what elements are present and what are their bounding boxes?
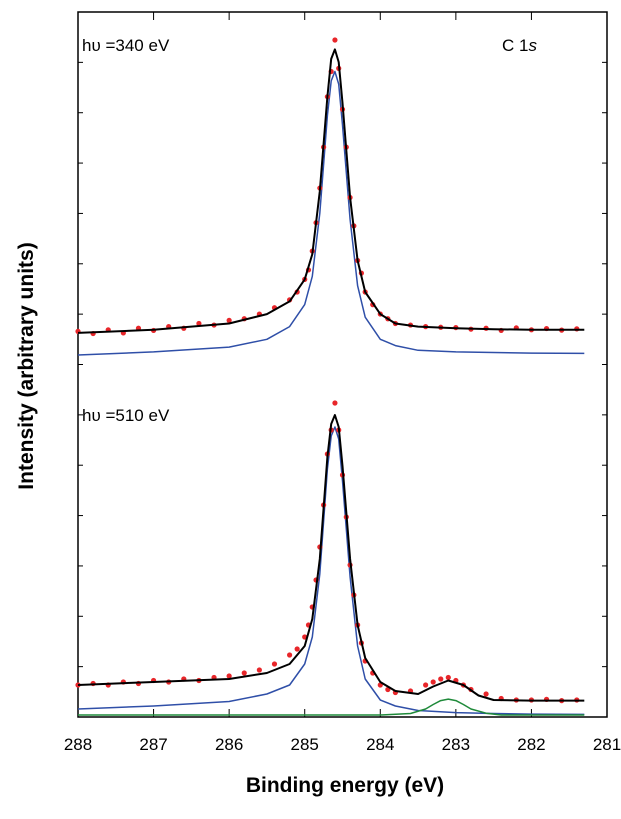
data-points [75, 400, 580, 704]
data-points [75, 37, 580, 337]
x-tick-label: 283 [442, 735, 470, 754]
y-axis-title: Intensity (arbitrary units) [15, 242, 38, 489]
x-tick-label: 286 [215, 735, 243, 754]
x-tick-label: 287 [139, 735, 167, 754]
component-line [77, 70, 585, 356]
fit-line [77, 414, 585, 702]
x-axis-title: Binding energy (eV) [246, 774, 444, 797]
data-point [271, 661, 278, 667]
spectrum-panel-1 [75, 37, 585, 356]
data-point [332, 37, 338, 43]
photon-energy-label-top: hυ =340 eV [82, 36, 170, 55]
x-tick-label: 288 [64, 735, 92, 754]
x-tick-label: 282 [517, 735, 545, 754]
component-line [78, 698, 585, 716]
photon-energy-label-bottom: hυ =510 eV [82, 406, 170, 425]
spectrum-panel-2 [75, 400, 585, 716]
data-point [445, 674, 451, 681]
data-point [196, 320, 202, 327]
core-level-label: C 1s [502, 36, 537, 55]
core-level-suffix: s [528, 36, 537, 55]
data-point [430, 679, 436, 685]
data-point [226, 317, 232, 323]
x-tick-label: 284 [366, 735, 394, 754]
x-tick-label: 281 [593, 735, 621, 754]
data-point [287, 652, 293, 658]
data-point [294, 646, 300, 652]
x-tick-labels: 288 287 286 285 284 283 282 281 [64, 735, 621, 754]
core-level-prefix: C 1 [502, 36, 528, 55]
component-line [77, 426, 585, 716]
series-layer [75, 37, 585, 716]
x-tick-label: 285 [291, 735, 319, 754]
data-point [241, 670, 247, 676]
data-point [226, 673, 232, 679]
fit-line [77, 48, 585, 334]
data-point [332, 400, 338, 406]
data-point [423, 682, 429, 688]
data-point [483, 691, 489, 697]
data-point [438, 676, 444, 682]
data-point [256, 667, 262, 673]
